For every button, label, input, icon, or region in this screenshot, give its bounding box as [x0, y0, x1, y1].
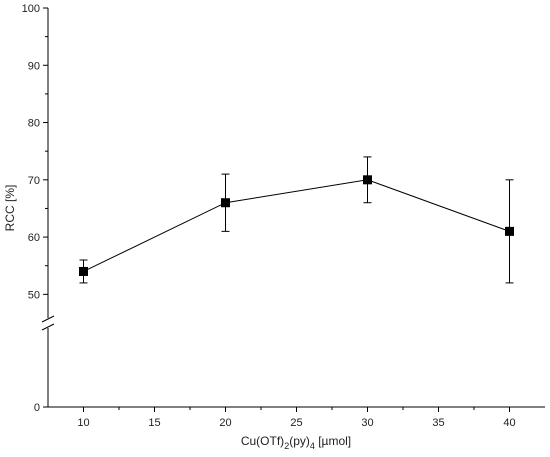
y-axis-label: RCC [%] [3, 185, 17, 232]
x-tick-label: 40 [503, 417, 515, 429]
x-tick-label: 30 [361, 417, 373, 429]
series-line [83, 179, 510, 272]
x-label-base: Cu(OTf) [241, 434, 284, 448]
x-ticks: 10 15 20 25 30 35 40 [77, 407, 516, 429]
y-tick-label: 100 [22, 3, 40, 15]
x-tick-label: 25 [290, 417, 302, 429]
axis-break-mark-top [41, 315, 55, 323]
axis-break-mark-bottom [41, 323, 55, 331]
y-tick-label: 0 [34, 402, 40, 414]
x-tick-label: 10 [77, 417, 89, 429]
x-label-mid: (py) [289, 434, 310, 448]
y-tick-label: 80 [28, 118, 40, 130]
data-point [221, 198, 230, 208]
y-ticks: 50 60 70 80 90 100 0 [22, 3, 48, 414]
x-tick-label: 35 [432, 417, 444, 429]
data-point [79, 266, 88, 276]
y-tick-label: 50 [28, 289, 40, 301]
x-label-sub2: 4 [310, 441, 315, 451]
y-tick-label: 60 [28, 232, 40, 244]
axis-break-gap [40, 318, 56, 328]
x-tick-label: 20 [219, 417, 231, 429]
x-label-suffix: [µmol] [315, 434, 351, 448]
x-label-sub1: 2 [284, 441, 289, 451]
data-series [79, 156, 514, 284]
data-point [505, 226, 514, 236]
y-tick-label: 90 [28, 60, 40, 72]
y-tick-label: 70 [28, 175, 40, 187]
axes [40, 8, 545, 408]
x-axis-label: Cu(OTf)2(py)4 [µmol] [241, 434, 351, 451]
data-point [363, 175, 372, 185]
x-tick-label: 15 [148, 417, 160, 429]
